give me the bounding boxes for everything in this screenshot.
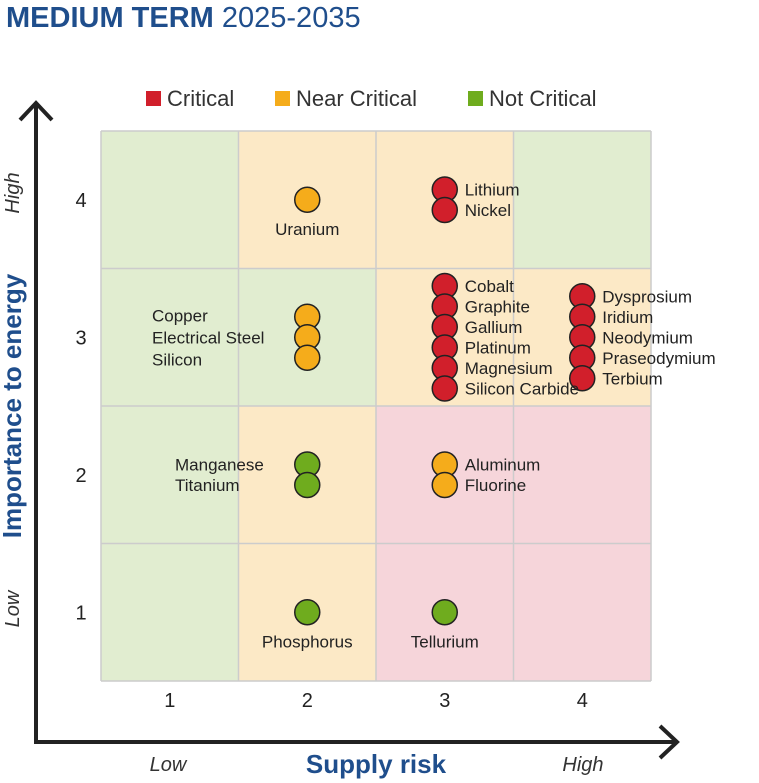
label-gallium: Gallium: [465, 318, 523, 337]
label-graphite: Graphite: [465, 298, 530, 317]
label-uranium: Uranium: [275, 220, 339, 239]
y-axis-arrowhead: [18, 100, 54, 122]
label-terbium: Terbium: [602, 369, 662, 388]
legend-label-near-critical: Near Critical: [296, 86, 417, 111]
point-silicon: [294, 344, 321, 371]
x-axis-low-label: Low: [150, 754, 188, 776]
label-praseodymium: Praseodymium: [602, 349, 715, 368]
legend-swatch-critical: [146, 91, 161, 106]
label-silicon: Silicon: [152, 350, 202, 369]
y-axis-low-label: Low: [2, 589, 24, 627]
zone-cell-x4-y2: [513, 406, 651, 544]
y-axis-title: Importance to energy: [0, 273, 27, 538]
label-aluminum: Aluminum: [465, 456, 541, 475]
x-tick-label: 3: [439, 690, 450, 712]
zone-cell-x4-y1: [513, 543, 651, 681]
zone-cell-x1-y4: [101, 131, 239, 269]
label-manganese: Manganese: [175, 456, 264, 475]
label-iridium: Iridium: [602, 308, 653, 327]
label-dysprosium: Dysprosium: [602, 287, 692, 306]
y-tick-label: 1: [75, 602, 86, 624]
point-tellurium: [431, 599, 458, 626]
legend-swatch-near-critical: [275, 91, 290, 106]
legend: Critical Near Critical Not Critical: [146, 86, 597, 111]
legend-swatch-not-critical: [468, 91, 483, 106]
zone-grid: [100, 130, 652, 682]
zone-cell-x1-y3: [101, 268, 239, 406]
label-tellurium: Tellurium: [411, 632, 479, 651]
axes: Supply risk Importance to energy Low High Lo…: [0, 100, 680, 779]
y-tick-label: 4: [75, 190, 86, 212]
tick-labels: 1 2 3 4 1 2 3 4: [75, 190, 587, 712]
x-tick-label: 2: [302, 690, 313, 712]
label-copper: Copper: [152, 306, 208, 325]
point-phosphorus: [294, 599, 321, 626]
y-axis-high-label: High: [2, 172, 24, 213]
legend-label-not-critical: Not Critical: [489, 86, 597, 111]
point-nickel: [431, 196, 458, 224]
point-uranium: [294, 186, 321, 213]
x-axis-arrowhead: [658, 724, 680, 760]
label-platinum: Platinum: [465, 339, 531, 358]
point-silicon-carbide: [431, 375, 458, 402]
point-terbium: [569, 365, 596, 392]
label-fluorine: Fluorine: [465, 476, 526, 495]
label-silicon-carbide: Silicon Carbide: [465, 380, 579, 399]
title-years: 2025-2035: [221, 2, 361, 34]
x-axis-high-label: High: [562, 754, 603, 776]
page-title: MEDIUM TERM 2025-2035: [6, 2, 361, 35]
x-axis-title: Supply risk: [306, 749, 447, 779]
title-term: MEDIUM TERM: [6, 2, 214, 34]
label-nickel: Nickel: [465, 201, 511, 220]
label-magnesium: Magnesium: [465, 359, 553, 378]
zone-cell-x1-y2: [101, 406, 239, 544]
label-phosphorus: Phosphorus: [262, 632, 353, 651]
zone-cell-x4-y4: [513, 131, 651, 269]
x-tick-label: 4: [577, 690, 588, 712]
label-neodymium: Neodymium: [602, 328, 693, 347]
y-tick-label: 2: [75, 465, 86, 487]
y-tick-label: 3: [75, 327, 86, 349]
label-lithium: Lithium: [465, 181, 520, 200]
zone-cell-x1-y1: [101, 543, 239, 681]
data-points: [294, 176, 596, 626]
label-cobalt: Cobalt: [465, 277, 514, 296]
legend-label-critical: Critical: [167, 86, 234, 111]
label-titanium: Titanium: [175, 476, 240, 495]
label-electrical-steel: Electrical Steel: [152, 328, 264, 347]
point-fluorine: [431, 471, 458, 499]
x-tick-label: 1: [164, 690, 175, 712]
point-titanium: [294, 471, 321, 499]
